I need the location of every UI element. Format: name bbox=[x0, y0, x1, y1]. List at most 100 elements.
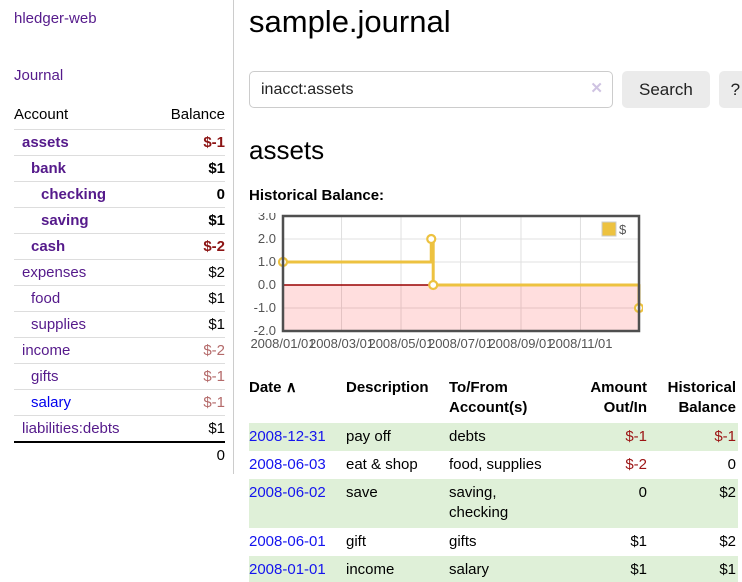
account-balance: $1 bbox=[153, 311, 225, 338]
svg-text:2.0: 2.0 bbox=[258, 231, 276, 246]
amount-column-header: Amount Out/In bbox=[590, 379, 647, 417]
app-brand-link[interactable]: hledger-web bbox=[14, 10, 97, 27]
chart-title: Historical Balance: bbox=[249, 187, 385, 204]
transaction-amount: $-2 bbox=[625, 455, 647, 473]
transaction-description: gift bbox=[346, 532, 367, 550]
account-balance: $1 bbox=[153, 207, 225, 234]
historical-balance-chart: 3.0 2.0 1.0 0.0 -1.0 -2.0 2008/01/01 2008/03/01… bbox=[249, 208, 742, 357]
account-link[interactable]: checking bbox=[41, 186, 107, 203]
clear-search-icon[interactable]: ✕ bbox=[590, 80, 603, 97]
journal-link[interactable]: Journal bbox=[14, 67, 64, 84]
register-row: 2008-06-02 save saving, checking 0 $2 bbox=[249, 479, 738, 528]
account-balance: $2 bbox=[153, 259, 225, 286]
accounts-column-header: To/From Account(s) bbox=[449, 379, 528, 417]
transaction-accounts: food, supplies bbox=[449, 455, 542, 473]
transaction-date-link[interactable]: 2008-06-02 bbox=[249, 484, 326, 501]
accounts-balance-table: Account Balance assets $-1 bank $1 checking 0… bbox=[14, 102, 225, 470]
svg-text:-1.0: -1.0 bbox=[254, 300, 276, 315]
register-row: 2008-06-01 gift gifts $1 $2 bbox=[249, 528, 738, 556]
transaction-amount: 0 bbox=[638, 484, 647, 501]
register-row: 2008-06-03 eat & shop food, supplies $-2 0 bbox=[249, 451, 738, 479]
main-content: sample.journal ✕ Search ? assets Histori… bbox=[234, 0, 742, 582]
account-column-header: Account bbox=[14, 106, 69, 123]
svg-text:2008/05/01: 2008/05/01 bbox=[368, 336, 433, 351]
account-heading: assets bbox=[249, 135, 325, 165]
svg-text:0.0: 0.0 bbox=[258, 277, 276, 292]
svg-text:2008/11/01: 2008/11/01 bbox=[548, 336, 612, 351]
account-balance: 0 bbox=[153, 181, 225, 208]
account-link[interactable]: assets bbox=[22, 134, 69, 151]
transaction-description: eat & shop bbox=[346, 455, 418, 473]
help-button[interactable]: ? bbox=[718, 71, 742, 108]
transaction-accounts: salary bbox=[449, 560, 490, 578]
search-button[interactable]: Search bbox=[622, 71, 710, 108]
search-input[interactable] bbox=[249, 71, 613, 108]
svg-text:2008/03/01: 2008/03/01 bbox=[309, 336, 374, 351]
svg-text:2008/09/01: 2008/09/01 bbox=[488, 336, 553, 351]
account-row: bank $1 bbox=[14, 155, 225, 182]
transaction-balance: $2 bbox=[719, 532, 736, 550]
transaction-date-link[interactable]: 2008-12-31 bbox=[249, 427, 326, 445]
svg-text:-2.0: -2.0 bbox=[254, 323, 276, 338]
transaction-amount: $1 bbox=[630, 560, 647, 578]
transaction-description: income bbox=[346, 560, 395, 578]
total-balance: 0 bbox=[153, 441, 225, 470]
account-balance: $-2 bbox=[153, 233, 225, 260]
svg-text:2008/07/01: 2008/07/01 bbox=[428, 336, 493, 351]
transaction-balance: $1 bbox=[719, 560, 736, 578]
account-link[interactable]: liabilities:debts bbox=[22, 420, 120, 437]
account-link[interactable]: bank bbox=[31, 160, 67, 177]
balance-column-header: Balance bbox=[170, 106, 225, 123]
transaction-balance: $2 bbox=[719, 484, 736, 501]
account-link[interactable]: expenses bbox=[22, 264, 87, 281]
account-link[interactable]: saving bbox=[41, 212, 89, 229]
transaction-accounts: saving, checking bbox=[449, 484, 509, 522]
transaction-date-link[interactable]: 2008-01-01 bbox=[249, 560, 326, 578]
account-balance: $1 bbox=[153, 155, 225, 182]
account-row: saving $1 bbox=[14, 207, 225, 234]
search-form: ✕ Search ? bbox=[249, 71, 742, 108]
transaction-date-link[interactable]: 2008-06-01 bbox=[249, 532, 326, 550]
account-row: food $1 bbox=[14, 285, 225, 312]
transaction-balance: 0 bbox=[727, 455, 736, 473]
account-balance: $-2 bbox=[153, 337, 225, 364]
account-link[interactable]: gifts bbox=[31, 368, 59, 385]
balance-column-header-register: Historical Balance bbox=[667, 379, 736, 417]
account-balance: $1 bbox=[153, 285, 225, 312]
account-link[interactable]: salary bbox=[31, 394, 72, 411]
transaction-accounts: debts bbox=[449, 427, 486, 445]
register-row: 2008-12-31 pay off debts $-1 $-1 bbox=[249, 422, 738, 451]
account-balance: $1 bbox=[153, 415, 225, 442]
register-row: 2008-01-01 income salary $1 $1 bbox=[249, 555, 738, 582]
account-row: gifts $-1 bbox=[14, 363, 225, 390]
transaction-date-link[interactable]: 2008-06-03 bbox=[249, 455, 326, 473]
account-row: expenses $2 bbox=[14, 259, 225, 286]
transaction-balance: $-1 bbox=[714, 427, 736, 445]
sidebar: hledger-web Journal Account Balance asse… bbox=[0, 0, 234, 474]
transaction-amount: $1 bbox=[630, 532, 647, 550]
date-column-header: Date ∧ bbox=[249, 379, 297, 396]
account-row: liabilities:debts $1 bbox=[14, 415, 225, 442]
svg-text:2008/01/01: 2008/01/01 bbox=[250, 336, 315, 351]
transaction-description: save bbox=[346, 484, 378, 501]
legend-label: $ bbox=[619, 222, 627, 237]
transaction-description: pay off bbox=[346, 427, 391, 445]
transaction-amount: $-1 bbox=[625, 427, 647, 445]
account-link[interactable]: supplies bbox=[31, 316, 87, 333]
sort-ascending-icon: ∧ bbox=[285, 379, 297, 396]
account-balance: $-1 bbox=[153, 129, 225, 156]
account-link[interactable]: income bbox=[22, 342, 71, 359]
transaction-accounts: gifts bbox=[449, 532, 477, 550]
description-column-header: Description bbox=[346, 379, 429, 396]
chart-svg: 3.0 2.0 1.0 0.0 -1.0 -2.02008/01/012008/03/01… bbox=[250, 208, 645, 351]
account-row: assets $-1 bbox=[14, 129, 225, 156]
account-balance: $-1 bbox=[153, 363, 225, 390]
svg-text:3.0: 3.0 bbox=[258, 213, 276, 223]
svg-text:1.0: 1.0 bbox=[258, 254, 276, 269]
account-link[interactable]: cash bbox=[31, 238, 66, 255]
search-input-wrap: ✕ bbox=[249, 71, 613, 108]
account-link[interactable]: food bbox=[31, 290, 61, 307]
register-table: Date ∧ Description To/From Account(s) Am… bbox=[249, 376, 738, 582]
total-spacer bbox=[14, 441, 154, 470]
